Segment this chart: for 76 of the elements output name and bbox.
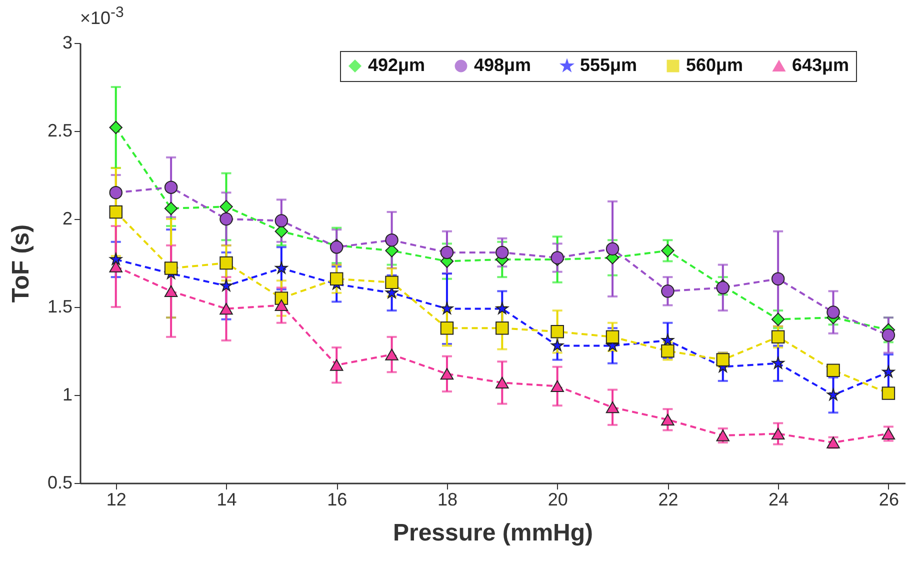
- point: [330, 272, 344, 286]
- point: [606, 402, 620, 414]
- point: [771, 330, 785, 344]
- point: [606, 330, 620, 344]
- point: [496, 321, 509, 335]
- legend-label: 555μm: [580, 55, 638, 75]
- x-tick-label: 16: [327, 490, 348, 510]
- y-tick-label: 2.5: [47, 120, 72, 140]
- point: [385, 276, 398, 289]
- point: [220, 256, 233, 270]
- x-tick-label: 20: [548, 490, 568, 510]
- x-axis-title: Pressure (mmHg): [392, 520, 594, 546]
- point: [661, 284, 674, 298]
- y-tick-label: 3: [62, 32, 72, 52]
- point: [826, 306, 840, 319]
- point: [550, 325, 564, 338]
- point: [109, 120, 122, 134]
- point: [164, 285, 178, 297]
- x-tick-label: 12: [106, 490, 126, 510]
- point: [440, 302, 454, 314]
- point: [164, 202, 178, 216]
- point: [496, 376, 509, 388]
- x-tick-label: 26: [878, 490, 899, 510]
- point: [275, 262, 288, 274]
- point: [164, 262, 178, 275]
- point: [385, 244, 398, 258]
- point: [661, 414, 674, 426]
- x-tick-label: 24: [768, 490, 789, 510]
- point: [220, 212, 233, 226]
- point: [882, 365, 895, 378]
- y-tick-label: 0.5: [47, 472, 72, 492]
- point: [661, 334, 674, 346]
- point: [826, 364, 840, 377]
- point: [606, 242, 620, 256]
- point: [661, 344, 674, 358]
- point: [771, 312, 785, 326]
- legend-label: 492μm: [368, 55, 426, 75]
- point: [220, 200, 233, 214]
- point: [109, 260, 122, 272]
- y-tick-label: 2: [62, 208, 72, 228]
- y-axis-title: ToF (s): [7, 224, 34, 303]
- point: [772, 356, 784, 369]
- point: [496, 302, 508, 314]
- point: [771, 428, 785, 440]
- point: [385, 234, 398, 247]
- point: [274, 214, 288, 228]
- point: [220, 302, 233, 315]
- point: [274, 299, 288, 312]
- point: [220, 279, 233, 292]
- point: [882, 328, 896, 342]
- point: [164, 180, 178, 194]
- point: [109, 186, 122, 200]
- x-tick-label: 22: [658, 490, 678, 510]
- x-tick-label: 14: [216, 490, 237, 510]
- point: [440, 368, 454, 380]
- point: [826, 388, 840, 400]
- point: [882, 386, 896, 400]
- point: [716, 430, 730, 442]
- point: [440, 246, 454, 260]
- legend-label: 498μm: [474, 55, 532, 75]
- point: [496, 246, 509, 260]
- point: [330, 359, 344, 371]
- text: ×10$^{-3}$: [80, 4, 124, 29]
- point: [110, 252, 122, 265]
- legend-label: 560μm: [686, 55, 744, 75]
- y-tick-label: 1.5: [47, 296, 72, 316]
- point: [385, 348, 398, 360]
- y-tick-label: 1: [62, 384, 72, 404]
- point: [771, 272, 785, 286]
- point: [440, 321, 454, 335]
- point: [551, 339, 564, 352]
- x-tick-label: 18: [437, 490, 458, 510]
- point: [661, 244, 674, 258]
- point: [550, 380, 564, 392]
- legend-label: 643μm: [792, 55, 850, 75]
- point: [109, 205, 122, 219]
